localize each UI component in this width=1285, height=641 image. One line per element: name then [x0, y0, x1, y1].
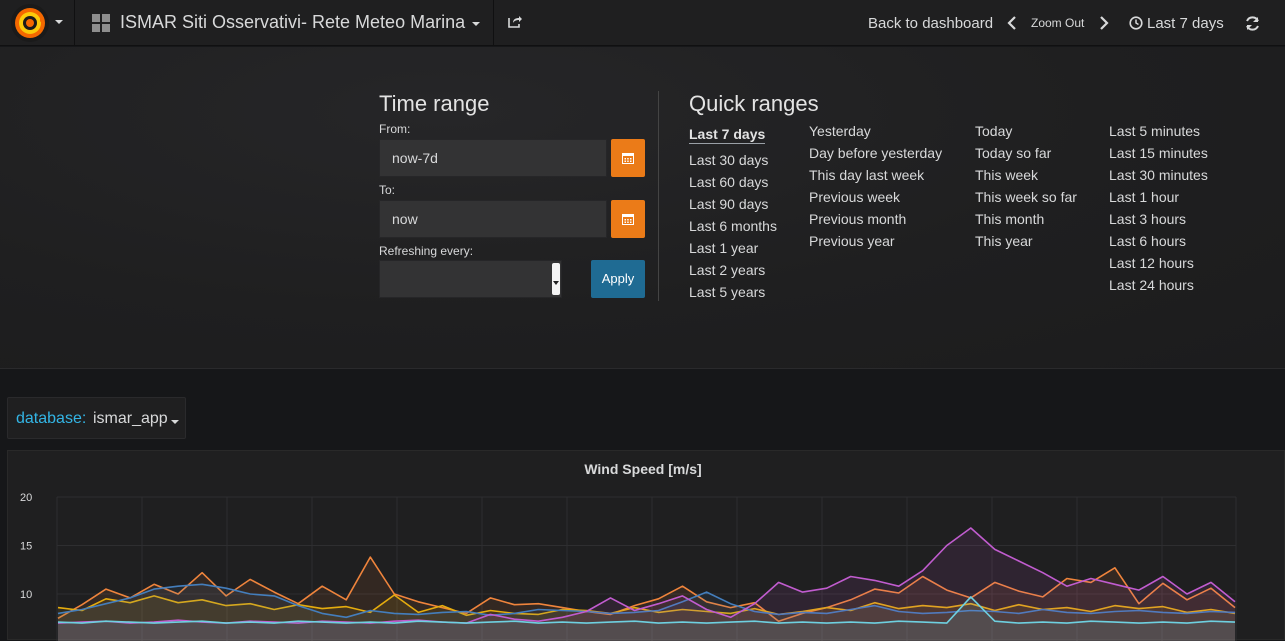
y-tick-label: 15: [20, 541, 32, 553]
quick-range-item[interactable]: Last 6 months: [689, 218, 777, 234]
y-tick-label: 20: [20, 492, 32, 504]
panel-title[interactable]: Wind Speed [m/s]: [584, 461, 702, 477]
quick-range-item[interactable]: Last 5 years: [689, 284, 766, 300]
calendar-icon: [622, 153, 634, 164]
clock-icon: [1129, 16, 1143, 30]
chevron-down-icon: [171, 420, 179, 424]
share-icon: [508, 16, 522, 28]
dashboard-title-button[interactable]: ISMAR Siti Osservativi- Rete Meteo Marin…: [76, 0, 494, 46]
y-tick-label: 10: [20, 589, 32, 601]
to-calendar-button[interactable]: [611, 200, 645, 238]
series-line-2[interactable]: [57, 583, 1236, 619]
to-label: To:: [379, 183, 396, 197]
time-picker-button[interactable]: Last 7 days: [1147, 15, 1224, 32]
calendar-icon: [622, 214, 634, 225]
quick-range-item[interactable]: This week: [975, 167, 1039, 183]
quick-range-item[interactable]: Day before yesterday: [809, 145, 943, 161]
quick-range-item[interactable]: Today so far: [975, 145, 1052, 161]
quick-range-item[interactable]: Previous month: [809, 211, 907, 227]
database-variable[interactable]: database: ismar_app: [7, 397, 186, 439]
zoom-out-button[interactable]: Zoom Out: [1031, 16, 1085, 30]
quick-range-item[interactable]: This year: [975, 233, 1033, 249]
series-line-3[interactable]: [57, 527, 1236, 624]
grafana-menu-button[interactable]: [0, 0, 75, 46]
quick-range-item[interactable]: This day last week: [809, 167, 925, 183]
apply-button[interactable]: Apply: [591, 260, 645, 298]
from-input[interactable]: now-7d: [379, 139, 607, 177]
wind-speed-chart: 10 15 20: [20, 492, 1237, 641]
quick-range-item[interactable]: Last 15 minutes: [1109, 145, 1208, 161]
quick-range-item[interactable]: Last 1 year: [689, 240, 759, 256]
quick-range-item[interactable]: Last 30 minutes: [1109, 167, 1208, 183]
top-navbar: ISMAR Siti Osservativi- Rete Meteo Marin…: [0, 0, 1285, 46]
grafana-logo-icon: [11, 4, 49, 42]
series-area-1: [58, 595, 1235, 641]
share-button[interactable]: [494, 0, 534, 46]
series-line-1[interactable]: [57, 594, 1236, 617]
refresh-icon[interactable]: [1244, 15, 1261, 32]
variable-value[interactable]: ismar_app: [93, 410, 168, 427]
quick-range-item[interactable]: Last 5 minutes: [1109, 123, 1201, 139]
back-to-dashboard-button[interactable]: Back to dashboard: [868, 15, 994, 32]
quick-range-item[interactable]: Last 1 hour: [1109, 189, 1180, 205]
quick-range-item[interactable]: Last 6 hours: [1109, 233, 1187, 249]
from-label: From:: [379, 122, 411, 136]
series-area-4: [58, 596, 1235, 641]
quick-range-item[interactable]: Last 2 years: [689, 262, 766, 278]
series-area-2: [58, 584, 1235, 641]
quick-range-item[interactable]: This month: [975, 211, 1045, 227]
chevron-down-icon: [472, 22, 480, 26]
quick-range-item[interactable]: Last 7 days: [689, 126, 766, 144]
chevron-right-icon[interactable]: [1097, 14, 1111, 32]
quick-range-item[interactable]: Last 3 hours: [1109, 211, 1187, 227]
refresh-label: Refreshing every:: [379, 244, 474, 258]
quick-range-item[interactable]: Last 30 days: [689, 152, 769, 168]
series-line-4[interactable]: [57, 596, 1236, 624]
quick-range-item[interactable]: This week so far: [975, 189, 1077, 205]
chevron-left-icon[interactable]: [1005, 14, 1019, 32]
quick-range-item[interactable]: Last 24 hours: [1109, 277, 1194, 293]
quick-range-item[interactable]: Last 90 days: [689, 196, 769, 212]
from-calendar-button[interactable]: [611, 139, 645, 177]
variable-label: database:: [16, 410, 87, 427]
chevron-down-icon: [55, 20, 63, 24]
to-input[interactable]: now: [379, 200, 607, 238]
quick-range-item[interactable]: Last 12 hours: [1109, 255, 1194, 271]
quick-range-item[interactable]: Last 60 days: [689, 174, 769, 190]
quick-ranges-heading: Quick ranges: [689, 91, 819, 116]
grid-icon: [92, 14, 110, 32]
wind-speed-panel: Wind Speed [m/s] 10 15 20: [7, 450, 1285, 641]
dashboard-title: ISMAR Siti Osservativi- Rete Meteo Marin…: [120, 12, 466, 32]
time-picker-panel: Time range From: now-7d To: now Refreshi…: [0, 47, 1285, 369]
quick-range-item[interactable]: Today: [975, 123, 1013, 139]
picker-divider: [658, 91, 659, 301]
quick-range-item[interactable]: Yesterday: [809, 123, 871, 139]
chevron-down-icon[interactable]: [552, 263, 560, 295]
series-area-0: [58, 557, 1235, 641]
series-area-3: [58, 528, 1235, 641]
refresh-select[interactable]: [379, 260, 562, 298]
quick-range-item[interactable]: Previous week: [809, 189, 901, 205]
series-line-0[interactable]: [57, 556, 1236, 622]
quick-range-item[interactable]: Previous year: [809, 233, 895, 249]
time-range-heading: Time range: [379, 91, 490, 116]
